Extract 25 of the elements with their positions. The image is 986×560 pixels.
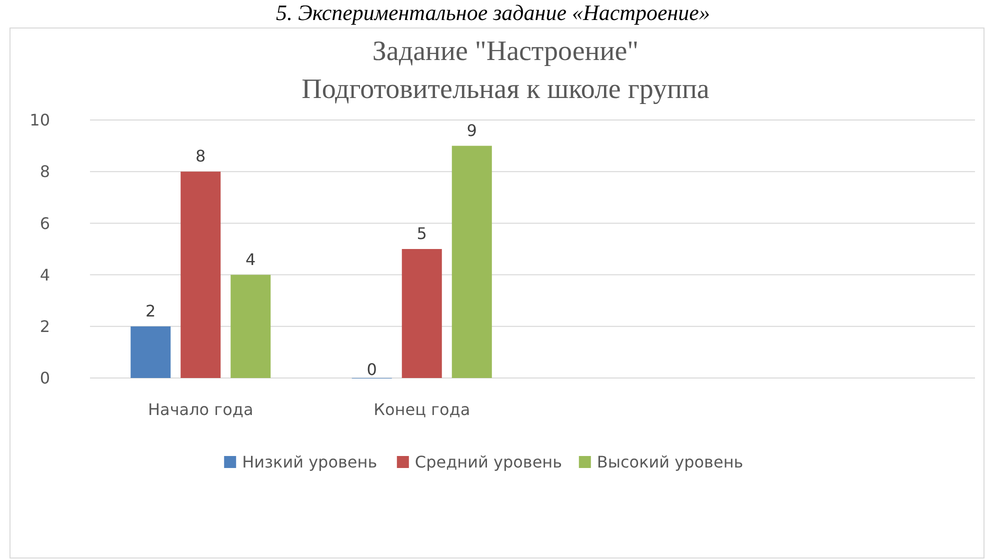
data-label: 9 [466,120,477,140]
y-tick-label: 10 [30,110,50,130]
y-tick-label: 8 [40,162,50,182]
legend-label: Высокий уровень [596,452,744,472]
text: 5. Экспериментальное задание «Настроение» [276,0,710,25]
chart-subtitle: Подготовительная к школе группа [302,74,710,105]
data-label: 4 [246,250,256,269]
data-label: 2 [146,301,156,320]
data-label: 5 [416,224,427,243]
bar [230,274,271,378]
bar [180,172,221,378]
legend-label: Средний уровень [414,452,562,472]
x-tick-label: Начало года [148,400,254,419]
chart-title: Задание "Настроение" [372,36,639,67]
bar [452,146,492,378]
data-label: 8 [196,146,206,166]
y-tick-label: 4 [40,265,50,284]
legend-label: Низкий уровень [242,452,378,472]
bar [402,249,442,378]
data-label: 0 [366,360,377,379]
y-tick-label: 0 [40,368,50,388]
y-tick-label: 6 [40,214,50,233]
bar [130,326,171,378]
y-tick-label: 2 [40,317,50,336]
x-tick-label: Конец года [374,400,470,419]
